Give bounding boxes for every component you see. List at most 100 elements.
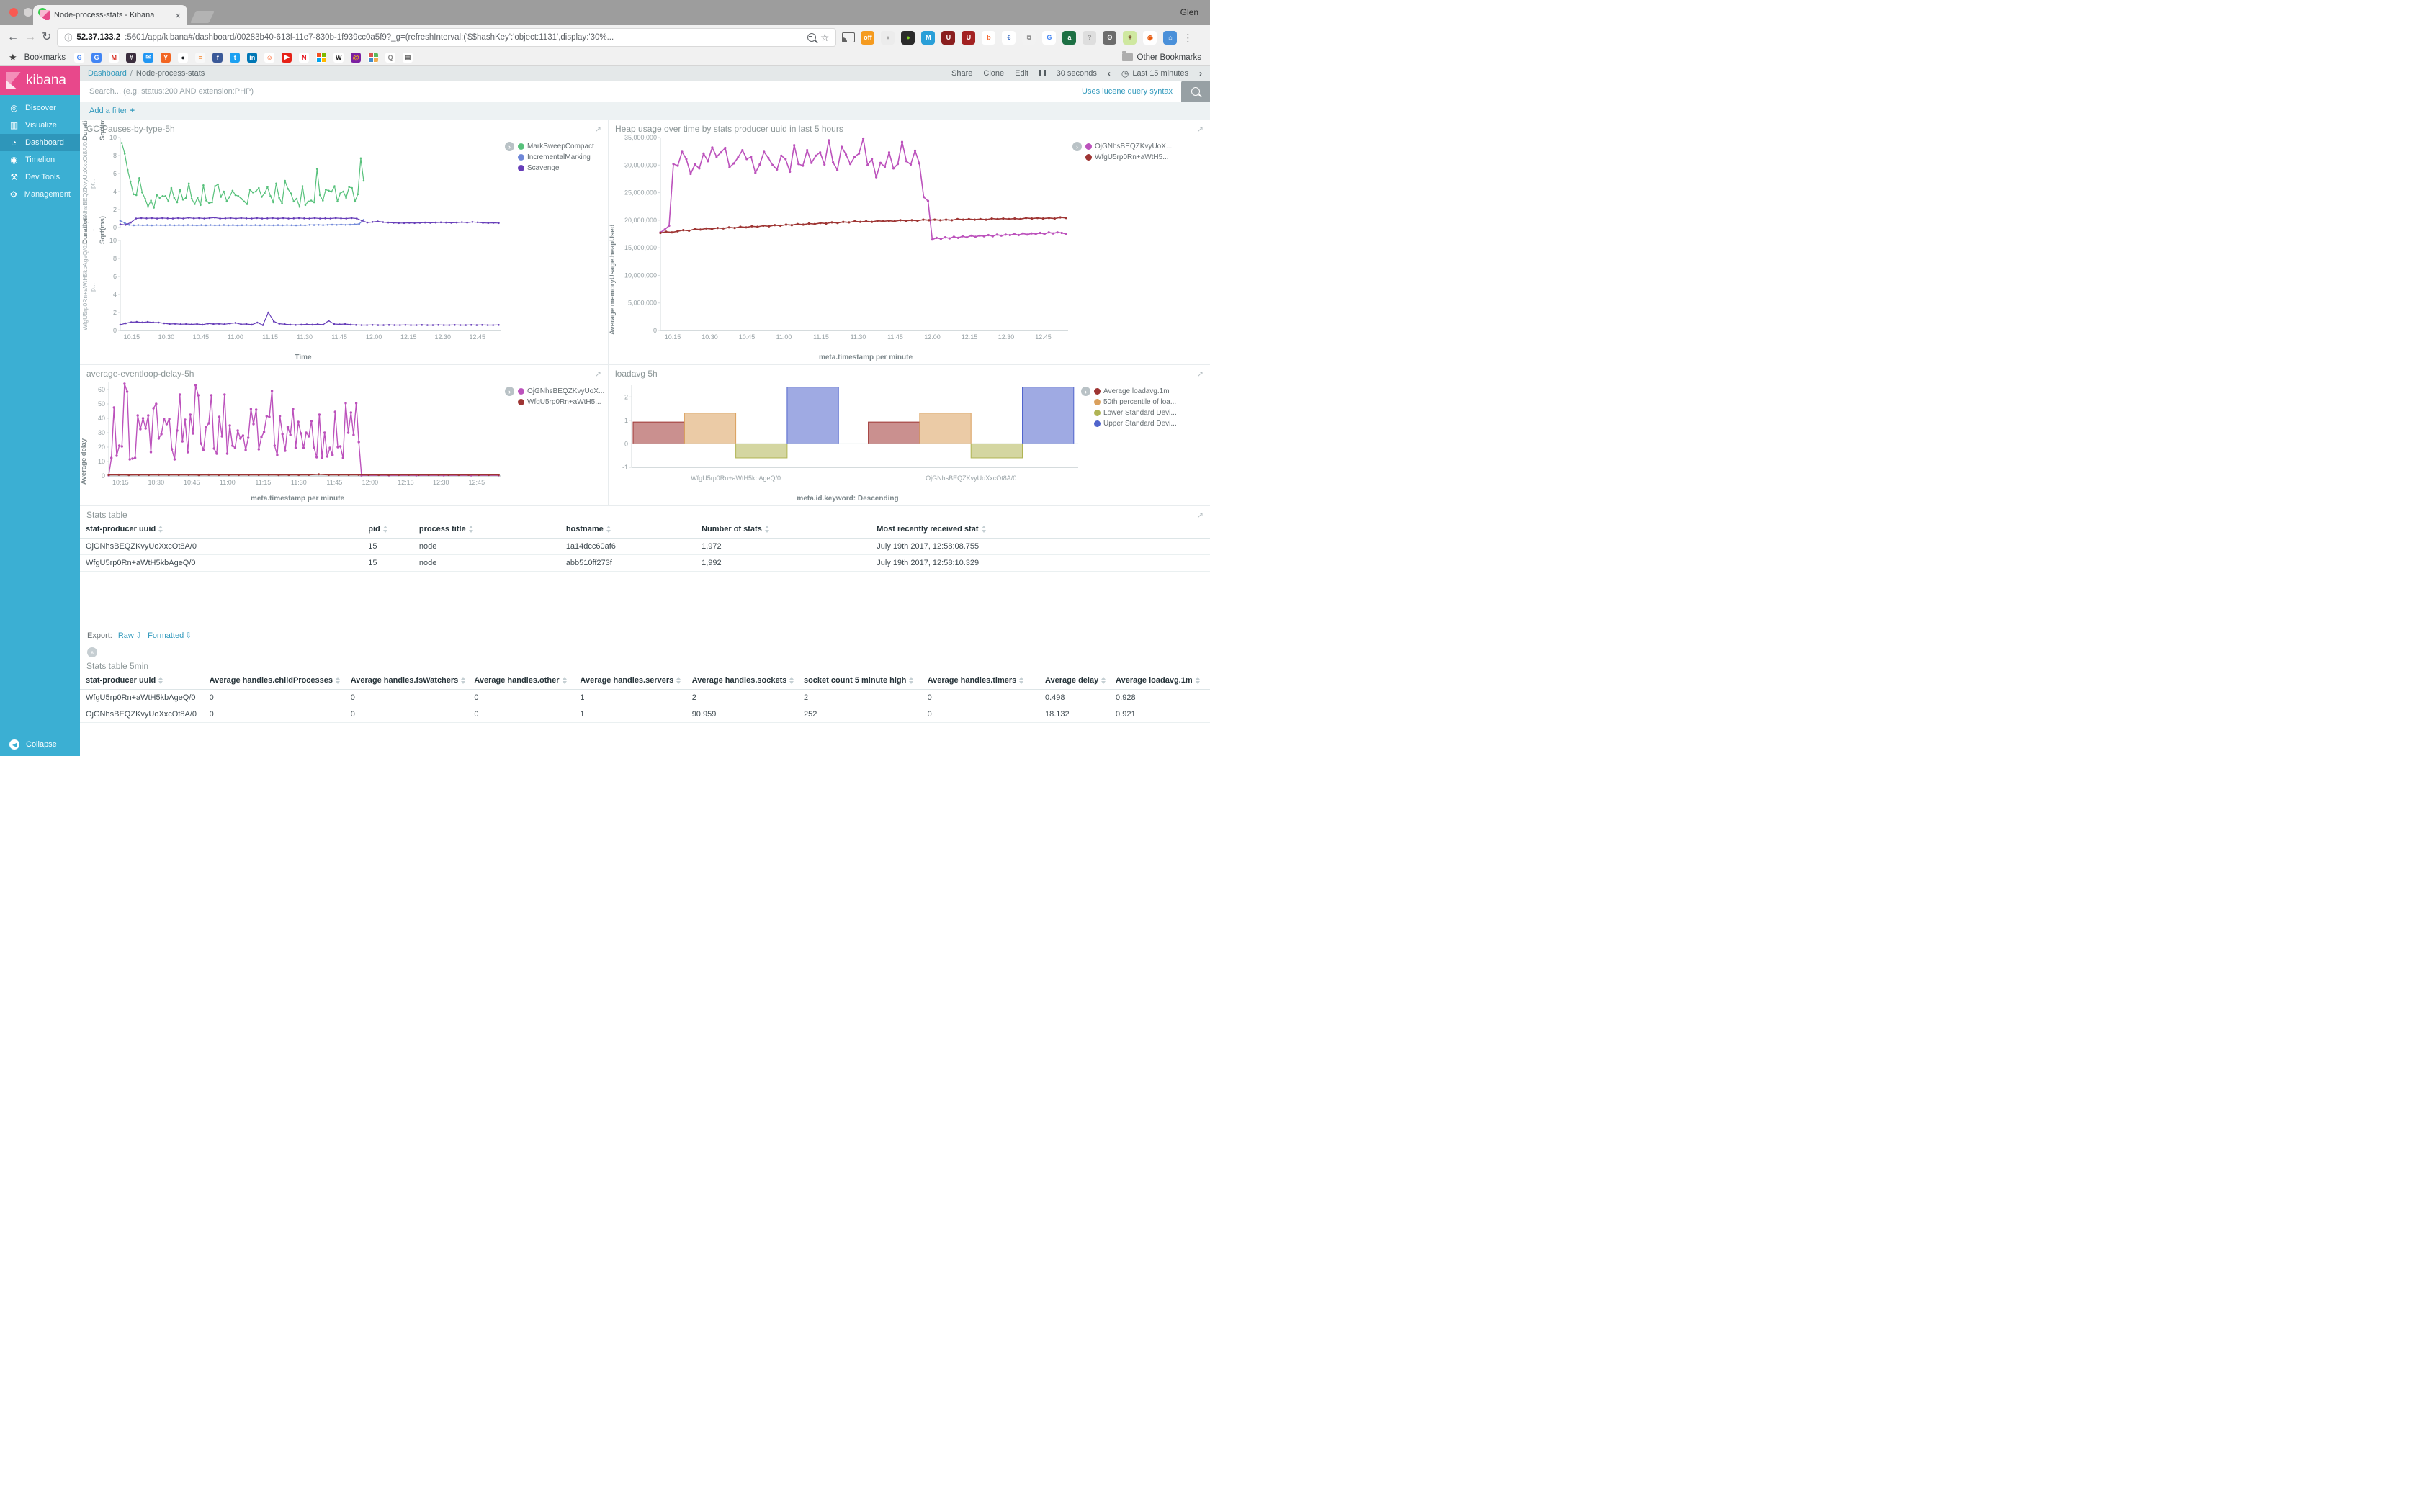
legend-expand-icon[interactable]: ›: [1081, 387, 1090, 396]
share-button[interactable]: Share: [951, 68, 973, 78]
export-formatted-link[interactable]: Formatted ⇩: [148, 631, 192, 641]
pause-refresh-icon[interactable]: [1039, 70, 1046, 76]
google-icon[interactable]: G: [74, 52, 85, 63]
unknown-extension-icon[interactable]: ?: [1083, 30, 1097, 45]
book-icon[interactable]: ▤: [403, 52, 413, 63]
clone-button[interactable]: Clone: [983, 68, 1005, 78]
legend-item[interactable]: WfgU5rp0Rn+aWtH5...: [518, 398, 604, 406]
search-input[interactable]: [80, 87, 1083, 96]
sidebar-item-visualize[interactable]: ▥ Visualize: [0, 117, 80, 134]
time-back-icon[interactable]: ‹: [1107, 68, 1111, 78]
column-header[interactable]: Average handles.fsWatchers: [344, 672, 469, 690]
ublock-origin-icon[interactable]: U: [941, 30, 956, 45]
legend-item[interactable]: Scavenge: [518, 164, 594, 172]
column-header[interactable]: Average delay: [1039, 672, 1111, 690]
gc-chart[interactable]: 0 2 4 6 8 10 0 2 4 6 8 10 10:15 10:30 10:45 11:00 11:15 1…: [102, 135, 505, 342]
github-icon[interactable]: ●: [178, 52, 189, 63]
amazon-assistant-icon[interactable]: a: [1062, 30, 1077, 45]
expand-panel-icon[interactable]: ↗: [594, 125, 601, 134]
collapse-caret-icon[interactable]: ∧: [87, 647, 97, 657]
twitter-icon[interactable]: t: [230, 52, 241, 63]
bar-average-loadavg-1m[interactable]: [868, 421, 920, 444]
forward-icon[interactable]: →: [24, 31, 36, 43]
edit-button[interactable]: Edit: [1015, 68, 1029, 78]
microsoft-icon[interactable]: [316, 52, 327, 63]
expand-panel-icon[interactable]: ↗: [1196, 510, 1204, 520]
column-header[interactable]: Average handles.servers: [574, 672, 686, 690]
legend-item[interactable]: Lower Standard Devi...: [1094, 409, 1177, 417]
currency-icon[interactable]: €: [1002, 30, 1016, 45]
wikipedia-icon[interactable]: W: [333, 52, 344, 63]
legend-item[interactable]: MarkSweepCompact: [518, 143, 594, 150]
hoff-icon[interactable]: off: [861, 30, 875, 45]
column-header[interactable]: stat-producer uuid: [80, 672, 204, 690]
other-bookmarks[interactable]: Other Bookmarks: [1121, 51, 1201, 62]
eventloop-chart[interactable]: 0 10 20 30 40 50 60 10:15 10:30 10:45 11:00 11:15 11…: [90, 379, 505, 487]
hash-icon[interactable]: #: [126, 52, 137, 63]
lightbulb-icon[interactable]: ʘ: [1103, 30, 1117, 45]
lucene-syntax-link[interactable]: Uses lucene query syntax: [1082, 87, 1173, 96]
zoom-out-icon[interactable]: [807, 33, 816, 42]
column-header[interactable]: process title: [413, 521, 560, 539]
column-header[interactable]: Most recently received stat: [871, 521, 1210, 539]
legend-item[interactable]: OjGNhsBEQZKvyUoX...: [1085, 143, 1172, 150]
translate-icon[interactable]: G: [1042, 30, 1057, 45]
bar-upper-standard-deviation[interactable]: [1022, 387, 1075, 444]
legend-item[interactable]: OjGNhsBEQZKvyUoX...: [518, 387, 604, 395]
column-header[interactable]: Number of stats: [696, 521, 871, 539]
column-header[interactable]: Average handles.childProcesses: [203, 672, 345, 690]
linkedin-icon[interactable]: in: [247, 52, 258, 63]
reddit-icon[interactable]: ☺: [264, 52, 275, 63]
column-header[interactable]: socket count 5 minute high: [797, 672, 922, 690]
column-header[interactable]: stat-producer uuid: [80, 521, 363, 539]
legend-item[interactable]: IncrementalMarking: [518, 153, 594, 161]
chat-icon[interactable]: ✉: [143, 52, 154, 63]
expand-panel-icon[interactable]: ↗: [594, 369, 601, 379]
appgrid-icon[interactable]: [368, 52, 379, 63]
legend-expand-icon[interactable]: ›: [1072, 142, 1082, 151]
legend-item[interactable]: Upper Standard Devi...: [1094, 420, 1177, 428]
add-filter-link[interactable]: Add a filter +: [89, 107, 135, 115]
mail-icon[interactable]: @: [351, 52, 362, 63]
sidebar-item-dashboard[interactable]: ◔ Dashboard: [0, 134, 80, 151]
bar-lower-standard-deviation[interactable]: [970, 443, 1023, 459]
search-button[interactable]: [1181, 81, 1210, 102]
column-header[interactable]: Average handles.timers: [921, 672, 1039, 690]
column-header[interactable]: Average handles.other: [468, 672, 575, 690]
legend-item[interactable]: WfgU5rp0Rn+aWtH5...: [1085, 153, 1172, 161]
octocat-gray-icon[interactable]: ●: [881, 30, 895, 45]
sidebar-item-dev-tools[interactable]: ⚒ Dev Tools: [0, 168, 80, 186]
url-bar[interactable]: ⓘ 52.37.133.2 :5601/app/kibana#/dashboar…: [57, 28, 837, 47]
bar-upper-standard-deviation[interactable]: [786, 387, 839, 444]
gmail-icon[interactable]: M: [109, 52, 120, 63]
cast-icon[interactable]: [842, 32, 856, 42]
back-icon[interactable]: ←: [7, 31, 19, 43]
site-info-icon[interactable]: ⓘ: [64, 34, 73, 42]
column-header[interactable]: pid: [362, 521, 413, 539]
ublock-icon[interactable]: U: [962, 30, 976, 45]
bar-50th-percentile-of-loadavg-1m[interactable]: [684, 413, 737, 444]
browser-tab[interactable]: Node-process-stats - Kibana ×: [33, 5, 187, 25]
google-translate-icon[interactable]: G: [91, 52, 102, 63]
legend-item[interactable]: Average loadavg.1m: [1094, 387, 1177, 395]
time-forward-icon[interactable]: ›: [1199, 68, 1202, 78]
netflix-icon[interactable]: N: [299, 52, 310, 63]
legend-item[interactable]: 50th percentile of loa...: [1094, 398, 1177, 406]
expand-panel-icon[interactable]: ↗: [1196, 125, 1204, 134]
facebook-icon[interactable]: f: [212, 52, 223, 63]
export-raw-link[interactable]: Raw ⇩: [117, 631, 143, 641]
proxy-switch-icon[interactable]: ●: [901, 30, 915, 45]
kibana-logo[interactable]: kibana: [0, 66, 80, 95]
bar-lower-standard-deviation[interactable]: [735, 443, 788, 459]
bar-50th-percentile-of-loadavg-1m[interactable]: [919, 413, 972, 444]
minimize-window-icon[interactable]: [24, 8, 32, 17]
refresh-icon[interactable]: ↻: [42, 31, 52, 43]
column-header[interactable]: Average loadavg.1m: [1110, 672, 1210, 690]
bookmarks-star-icon[interactable]: ★: [9, 51, 17, 63]
refresh-interval-button[interactable]: 30 seconds: [1056, 68, 1097, 78]
bar-average-loadavg-1m[interactable]: [632, 421, 685, 444]
sidebar-item-timelion[interactable]: ◉ Timelion: [0, 151, 80, 168]
time-range-button[interactable]: ◷ Last 15 minutes: [1121, 68, 1188, 78]
search-box-icon[interactable]: Q: [385, 52, 396, 63]
legend-expand-icon[interactable]: ›: [505, 387, 514, 396]
